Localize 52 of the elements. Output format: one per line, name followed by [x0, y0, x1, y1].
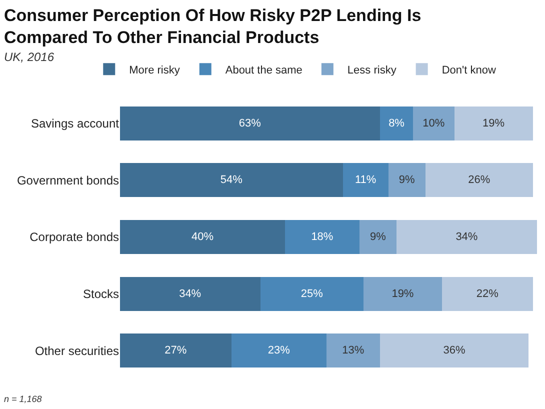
bar: [359, 220, 397, 254]
data-label: 34%: [456, 231, 478, 243]
data-label: 34%: [179, 288, 202, 300]
y-tick-label: Stocks: [82, 287, 119, 301]
bar: [454, 106, 533, 140]
y-tick-label: Corporate bonds: [30, 230, 119, 244]
y-tick-label: Government bonds: [16, 173, 119, 188]
bar: [380, 334, 529, 368]
data-label: 13%: [342, 344, 364, 357]
bar: [364, 276, 442, 311]
bar: [396, 220, 537, 254]
chart-subtitle: UK, 2016: [4, 50, 54, 64]
bar: [120, 276, 260, 311]
bar: [442, 276, 533, 311]
data-label: 23%: [268, 344, 290, 357]
data-label: 36%: [443, 344, 466, 357]
data-label: 19%: [482, 117, 505, 130]
data-label: 63%: [238, 117, 262, 130]
data-label: 9%: [398, 174, 416, 186]
text: n = 1,168: [4, 394, 42, 404]
bar: [120, 334, 232, 368]
bar: [231, 334, 326, 368]
bar: [426, 163, 533, 198]
y-tick-label: Savings account: [30, 116, 120, 131]
bar: [388, 163, 426, 198]
data-label: 19%: [392, 288, 414, 300]
bar: [120, 163, 343, 198]
bar: [380, 106, 414, 140]
bar: [285, 220, 360, 254]
data-label: 54%: [220, 174, 243, 186]
bar: [326, 334, 380, 368]
data-label: 10%: [422, 117, 445, 130]
legend-label: More risky: [129, 64, 180, 76]
bar: [120, 106, 380, 140]
data-label: 22%: [476, 288, 499, 300]
legend-label: Don't know: [442, 64, 496, 76]
data-label: 40%: [191, 231, 214, 243]
data-label: 8%: [388, 117, 405, 130]
bar: [342, 163, 388, 198]
legend-label: About the same: [225, 64, 302, 76]
data-label: 18%: [311, 231, 334, 243]
bar: [413, 106, 454, 140]
bar: [120, 220, 286, 254]
y-tick-label: Other securities: [34, 344, 119, 358]
data-label: 25%: [300, 288, 324, 300]
bar: [260, 276, 364, 311]
data-label: 26%: [468, 174, 490, 186]
legend-label: Less risky: [347, 64, 397, 76]
data-label: 11%: [354, 174, 376, 186]
data-label: 9%: [370, 231, 386, 243]
chart-title: Consumer Perception Of How Risky P2P Lending Is Compared To Other Financial Products: [4, 6, 422, 48]
data-label: 27%: [164, 344, 187, 357]
